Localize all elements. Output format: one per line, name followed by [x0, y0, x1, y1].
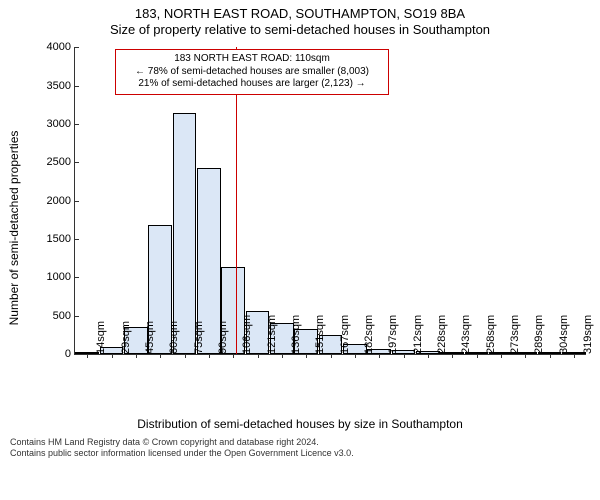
- x-tick-mark: [550, 354, 551, 358]
- x-tick-mark: [525, 354, 526, 358]
- x-tick: 136sqm: [286, 315, 302, 354]
- x-tick-mark: [404, 354, 405, 358]
- x-tick: 319sqm: [578, 315, 594, 354]
- x-tick-mark: [136, 354, 137, 358]
- x-tick: 258sqm: [481, 315, 497, 354]
- plot-area: 0500100015002000250030003500400014sqm29s…: [74, 47, 586, 355]
- marker-info-line: 21% of semi-detached houses are larger (…: [122, 78, 382, 91]
- x-tick-mark: [112, 354, 113, 358]
- x-tick-mark: [379, 354, 380, 358]
- x-tick: 197sqm: [383, 315, 399, 354]
- x-tick-mark: [477, 354, 478, 358]
- marker-info-line: ← 78% of semi-detached houses are smalle…: [122, 66, 382, 79]
- page-title-line1: 183, NORTH EAST ROAD, SOUTHAMPTON, SO19 …: [10, 6, 590, 22]
- marker-info-box: 183 NORTH EAST ROAD: 110sqm← 78% of semi…: [115, 49, 389, 95]
- x-tick: 273sqm: [505, 315, 521, 354]
- x-tick: 106sqm: [237, 315, 253, 354]
- x-tick-mark: [428, 354, 429, 358]
- x-tick: 167sqm: [335, 315, 351, 354]
- x-tick-mark: [233, 354, 234, 358]
- marker-info-line: 183 NORTH EAST ROAD: 110sqm: [122, 53, 382, 66]
- y-tick: 2000: [47, 195, 75, 207]
- y-tick: 3500: [47, 80, 75, 92]
- x-tick-mark: [282, 354, 283, 358]
- footer: Contains HM Land Registry data © Crown c…: [10, 437, 590, 459]
- x-tick-mark: [331, 354, 332, 358]
- x-tick-mark: [160, 354, 161, 358]
- x-tick: 14sqm: [91, 321, 107, 354]
- y-tick: 1000: [47, 271, 75, 283]
- x-tick: 60sqm: [164, 321, 180, 354]
- y-axis-label: Number of semi-detached properties: [7, 131, 21, 326]
- x-tick: 228sqm: [432, 315, 448, 354]
- x-tick-mark: [355, 354, 356, 358]
- x-tick: 151sqm: [310, 315, 326, 354]
- x-tick: 182sqm: [359, 315, 375, 354]
- x-tick: 121sqm: [262, 315, 278, 354]
- x-tick-mark: [574, 354, 575, 358]
- x-tick-mark: [185, 354, 186, 358]
- x-tick: 243sqm: [456, 315, 472, 354]
- y-tick: 2500: [47, 156, 75, 168]
- x-tick: 90sqm: [213, 321, 229, 354]
- x-tick: 29sqm: [116, 321, 132, 354]
- x-tick: 45sqm: [140, 321, 156, 354]
- x-tick-mark: [209, 354, 210, 358]
- y-tick: 1500: [47, 233, 75, 245]
- x-tick: 75sqm: [189, 321, 205, 354]
- x-tick: 304sqm: [554, 315, 570, 354]
- x-tick-mark: [258, 354, 259, 358]
- y-tick: 3000: [47, 118, 75, 130]
- x-tick-mark: [452, 354, 453, 358]
- bar: [173, 113, 197, 354]
- x-tick-mark: [501, 354, 502, 358]
- chart-outer: Number of semi-detached properties 05001…: [44, 39, 586, 417]
- x-tick: 289sqm: [529, 315, 545, 354]
- x-tick: 212sqm: [408, 315, 424, 354]
- y-tick: 500: [53, 310, 75, 322]
- y-tick: 4000: [47, 41, 75, 53]
- page-title-line2: Size of property relative to semi-detach…: [10, 22, 590, 38]
- footer-line1: Contains HM Land Registry data © Crown c…: [10, 437, 590, 448]
- footer-line2: Contains public sector information licen…: [10, 448, 590, 459]
- y-tick: 0: [65, 348, 75, 360]
- x-axis-label: Distribution of semi-detached houses by …: [10, 417, 590, 431]
- x-tick-mark: [87, 354, 88, 358]
- x-tick-mark: [306, 354, 307, 358]
- chart-container: 183, NORTH EAST ROAD, SOUTHAMPTON, SO19 …: [0, 0, 600, 500]
